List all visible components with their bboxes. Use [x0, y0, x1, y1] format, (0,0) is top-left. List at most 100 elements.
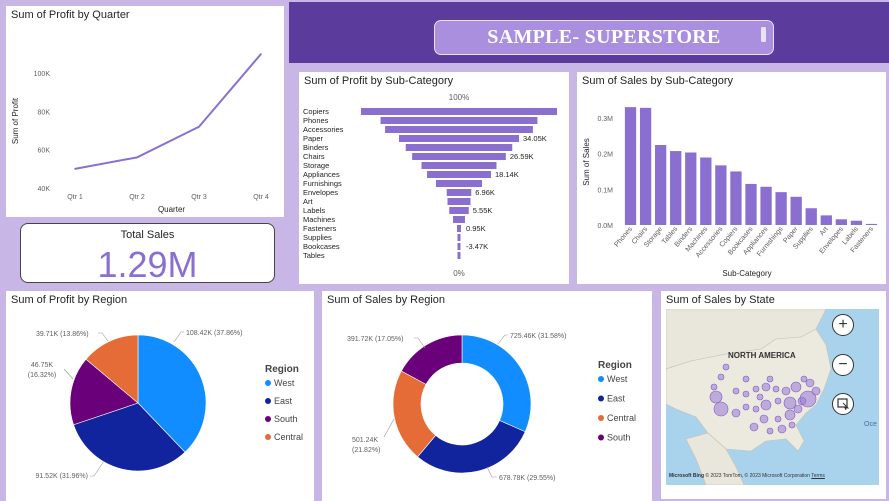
- leader-line: [497, 334, 508, 345]
- sales-bar: [745, 183, 757, 225]
- funnel-bar: [446, 189, 472, 196]
- zoom-out-button[interactable]: −: [832, 354, 854, 376]
- state-bubble: [790, 381, 802, 393]
- state-bubble: [761, 382, 771, 392]
- select-area-icon: [837, 398, 849, 410]
- visual-title: Sum of Sales by Sub-Category: [582, 75, 734, 87]
- funnel-bottom-label: 0%: [453, 269, 465, 278]
- pie-slice-central: [85, 334, 139, 404]
- state-bubble: [760, 399, 772, 411]
- visual-title: Sum of Sales by Region: [327, 294, 446, 306]
- map-copyright: © 2023 TomTom, © 2023 Microsoft Corporat…: [705, 473, 810, 479]
- sales-bar: [624, 107, 637, 225]
- state-bubble: [713, 401, 729, 417]
- state-bubble: [752, 405, 760, 413]
- state-bubble: [709, 390, 723, 404]
- category-label: Machines: [303, 215, 335, 224]
- funnel-bar: [449, 207, 469, 214]
- sales-bar: [820, 215, 832, 225]
- pie-slice-west: [137, 334, 207, 453]
- sales-by-region-chart: 725.46K (31.58%) 678.78K (29.55%) 501.24K (…: [347, 333, 636, 482]
- select-area-button[interactable]: [832, 393, 854, 415]
- title-handle: [761, 27, 766, 42]
- data-label: 501.24K: [352, 437, 378, 444]
- funnel-bar: [421, 162, 497, 169]
- y-tick-label: 0.1M: [597, 187, 613, 194]
- legend-item: South: [607, 433, 631, 443]
- y-tick-label: 80K: [38, 109, 51, 116]
- map-canvas[interactable]: NORTH AMERICA Oce + − Microsoft Bing © 2…: [666, 309, 879, 485]
- visual-title: Sum of Profit by Quarter: [11, 9, 130, 21]
- leader-line: [486, 466, 497, 478]
- x-axis-title: Sub-Category: [722, 269, 771, 278]
- map-region-label: NORTH AMERICA: [728, 351, 796, 360]
- data-label: 391.72K (17.05%): [347, 336, 403, 343]
- profit-by-quarter-visual[interactable]: Sum of Profit by Quarter 40K 60K 80K 100K Su…: [6, 6, 284, 217]
- sales-by-region-visual[interactable]: Sum of Sales by Region 725.46K (31.58%) 6…: [322, 291, 652, 501]
- profit-by-region-chart: 108.42K (37.86%) 91.52K (31.96%) 46.75K (16…: [28, 330, 303, 480]
- leader-line: [98, 332, 109, 342]
- data-label: 6.96K: [475, 188, 495, 197]
- category-label: Bookcases: [303, 242, 340, 251]
- legend-marker: [265, 380, 271, 386]
- state-bubble: [777, 424, 787, 434]
- y-tick-label: 60K: [38, 148, 51, 155]
- leader-line: [383, 418, 395, 438]
- pie-slice-south: [401, 334, 463, 385]
- y-tick-label: 0.0M: [597, 223, 613, 230]
- total-sales-card[interactable]: Total Sales 1.29M: [20, 223, 275, 285]
- usa-land: [666, 328, 832, 452]
- state-bubble: [781, 386, 791, 396]
- funnel-bar: [457, 252, 461, 259]
- profit-by-region-visual[interactable]: Sum of Profit by Region 108.42K (37.86%)…: [6, 291, 314, 501]
- y-tick-label: 0.3M: [597, 116, 613, 123]
- x-tick-label: Art: [819, 226, 830, 237]
- state-bubble: [800, 375, 808, 383]
- data-label: 18.14K: [495, 170, 519, 179]
- sales-bar: [639, 107, 652, 225]
- profit-point: [198, 125, 200, 128]
- category-label: Paper: [303, 134, 324, 143]
- total-sales-label: Total Sales: [120, 229, 175, 241]
- data-label: 678.78K (29.55%): [499, 475, 555, 482]
- sales-bar: [760, 186, 772, 225]
- funnel-bar: [447, 198, 471, 205]
- visual-title: Sum of Profit by Region: [11, 294, 128, 306]
- funnel-top-label: 100%: [449, 93, 469, 102]
- bing-logo: Microsoft Bing: [669, 473, 704, 479]
- state-bubble: [752, 385, 760, 393]
- state-bubble: [799, 390, 817, 408]
- y-axis-title: Sum of Profit: [11, 97, 20, 144]
- sales-by-state-visual[interactable]: Sum of Sales by State NORTH AMERICA Oce …: [661, 291, 886, 499]
- x-tick-label: Qtr 4: [253, 194, 269, 201]
- legend-item: East: [607, 394, 626, 404]
- category-label: Appliances: [303, 170, 340, 179]
- funnel-bar: [385, 126, 533, 133]
- category-label: Copiers: [303, 107, 329, 116]
- terms-link[interactable]: Terms: [811, 473, 825, 479]
- map-ocean-label: Oce: [864, 421, 877, 428]
- category-label: Furnishings: [303, 179, 342, 188]
- sales-bar: [775, 192, 787, 225]
- leader-line: [173, 331, 184, 343]
- state-bubble: [774, 415, 782, 423]
- profit-by-subcategory-visual[interactable]: Sum of Profit by Sub-Category 100% Copier…: [299, 72, 569, 284]
- sales-by-subcategory-visual[interactable]: Sum of Sales by Sub-Category 0.0M 0.1M 0.2…: [577, 72, 886, 284]
- sales-bar: [715, 165, 727, 225]
- data-label: (21.82%): [352, 447, 380, 454]
- funnel-bar: [412, 153, 506, 160]
- zoom-in-icon: +: [838, 316, 848, 333]
- zoom-in-button[interactable]: +: [832, 314, 854, 336]
- visual-title: Sum of Sales by State: [666, 294, 775, 306]
- legend-item: Central: [607, 413, 636, 423]
- sales-bar: [805, 208, 817, 225]
- profit-by-quarter-chart: 40K 60K 80K 100K Sum of Profit Qtr 1 Qtr 2 Qtr …: [11, 53, 269, 214]
- category-label: Labels: [303, 206, 325, 215]
- pie-slice-south: [69, 358, 139, 426]
- map-shapes: [666, 309, 832, 485]
- map-attribution: Microsoft Bing © 2023 TomTom, © 2023 Mic…: [669, 473, 825, 479]
- state-bubble: [756, 393, 764, 401]
- funnel-bar: [380, 117, 538, 124]
